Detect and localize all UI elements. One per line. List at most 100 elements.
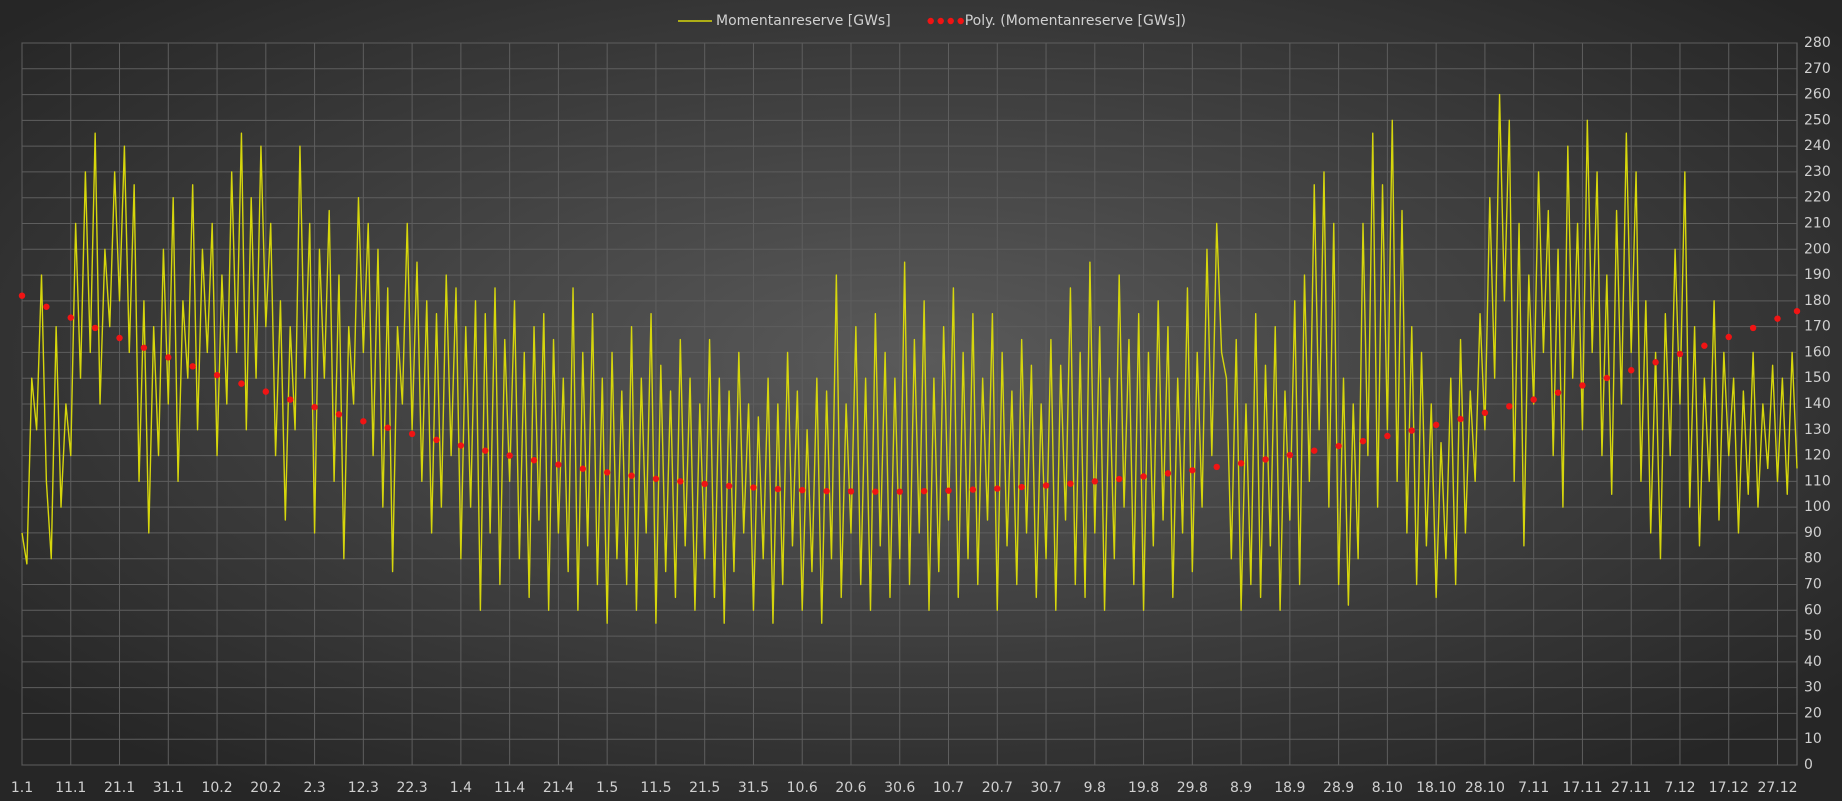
trend-dot (335, 411, 343, 418)
y-tick-label: 100 (1804, 499, 1831, 515)
trend-dot (1140, 473, 1147, 480)
x-tick-label: 2.3 (303, 780, 325, 796)
trend-dot (384, 424, 391, 431)
trend-dot (945, 487, 952, 494)
trend-dot (994, 485, 1001, 492)
x-tick-label: 29.8 (1177, 780, 1208, 796)
x-tick-label: 9.8 (1084, 780, 1106, 796)
y-tick-label: 140 (1804, 396, 1831, 412)
y-tick-label: 60 (1804, 602, 1822, 618)
x-tick-label: 11.1 (55, 780, 86, 796)
x-tick-label: 19.8 (1128, 780, 1159, 796)
trend-dot (311, 403, 318, 411)
trend-dot (1042, 482, 1050, 489)
x-tick-label: 27.11 (1611, 780, 1651, 796)
y-tick-label: 110 (1804, 473, 1831, 489)
y-tick-label: 280 (1804, 35, 1831, 51)
x-tick-label: 8.10 (1372, 780, 1403, 796)
y-tick-label: 160 (1804, 344, 1831, 360)
y-tick-label: 90 (1804, 525, 1822, 541)
trend-dot (1749, 324, 1757, 332)
trend-dot (872, 488, 879, 495)
trend-dot (1457, 415, 1464, 423)
y-tick-label: 210 (1804, 216, 1831, 232)
trend-dot (408, 430, 416, 438)
trend-dot (799, 486, 806, 494)
x-tick-label: 21.5 (689, 780, 720, 796)
trend-dot (1237, 460, 1245, 467)
trend-dot (140, 344, 148, 351)
trend-dot (1164, 470, 1172, 477)
trend-dot (1408, 427, 1415, 434)
trend-dot (628, 472, 635, 479)
x-tick-label: 11.4 (494, 780, 525, 796)
x-tick-label: 7.11 (1518, 780, 1549, 796)
data-line (21, 93, 1798, 624)
x-tick-label: 10.7 (933, 780, 964, 796)
x-tick-label: 18.10 (1416, 780, 1456, 796)
trend-dot (1603, 374, 1611, 382)
legend-label: Momentanreserve [GWs] (716, 13, 891, 29)
y-tick-label: 260 (1804, 87, 1831, 103)
x-tick-label: 21.4 (543, 780, 574, 796)
trend-dot (165, 354, 172, 361)
trend-dot (1481, 409, 1489, 416)
legend: Momentanreserve [GWs] Poly. (Momentanrese… (678, 13, 1186, 29)
trend-dot (1115, 475, 1123, 483)
trend-dot (1311, 447, 1318, 454)
trend-dot (1432, 421, 1440, 429)
trend-dot (506, 452, 513, 459)
trend-dot (896, 488, 903, 495)
y-tick-label: 80 (1804, 551, 1822, 567)
trend-dot (774, 485, 782, 493)
trend-dot (238, 380, 245, 387)
trend-dot (920, 487, 928, 495)
trend-dot (287, 396, 294, 403)
trend-dot (1091, 478, 1099, 485)
x-tick-label: 20.2 (250, 780, 281, 796)
trend-dot (1067, 480, 1074, 487)
trend-dot (1530, 396, 1537, 403)
trend-dot (1554, 389, 1562, 396)
trend-dot (360, 418, 367, 425)
trend-dot (1579, 382, 1586, 389)
y-tick-label: 120 (1804, 448, 1831, 464)
trend-dot (1725, 333, 1732, 341)
x-tick-label: 17.12 (1709, 780, 1749, 796)
x-tick-label: 1.4 (450, 780, 472, 796)
y-tick-label: 190 (1804, 267, 1831, 283)
y-tick-label: 220 (1804, 190, 1831, 206)
trend-dot (823, 487, 830, 495)
trend-dot (1018, 483, 1025, 491)
x-tick-label: 21.1 (104, 780, 135, 796)
trend-dot (1774, 315, 1781, 322)
trend-dot (1384, 432, 1391, 440)
y-tick-label: 30 (1804, 680, 1822, 696)
trend-dot (1335, 442, 1342, 450)
x-tick-label: 17.11 (1562, 780, 1602, 796)
y-tick-label: 70 (1804, 577, 1822, 593)
x-tick-label: 31.5 (738, 780, 769, 796)
x-tick-label: 31.1 (153, 780, 184, 796)
trend-dot (1506, 403, 1513, 410)
legend-swatch (957, 17, 964, 25)
trend-dot (43, 303, 50, 310)
legend-swatch (947, 17, 954, 25)
x-tick-label: 10.2 (201, 780, 232, 796)
y-tick-label: 20 (1804, 705, 1822, 721)
trend-dot (701, 480, 708, 488)
x-tick-label: 7.12 (1664, 780, 1695, 796)
trend-dot (1701, 342, 1708, 349)
y-tick-label: 230 (1804, 164, 1831, 180)
x-tick-label: 30.6 (884, 780, 915, 796)
x-tick-label: 1.5 (596, 780, 618, 796)
trend-dot (457, 442, 465, 449)
y-tick-label: 240 (1804, 138, 1831, 154)
y-tick-label: 40 (1804, 654, 1822, 670)
trend-dot (579, 465, 586, 472)
x-tick-label: 18.9 (1274, 780, 1305, 796)
trend-dot (1262, 456, 1269, 463)
x-tick-label: 12.3 (348, 780, 379, 796)
trend-dot (555, 461, 562, 468)
x-tick-label: 10.6 (787, 780, 818, 796)
